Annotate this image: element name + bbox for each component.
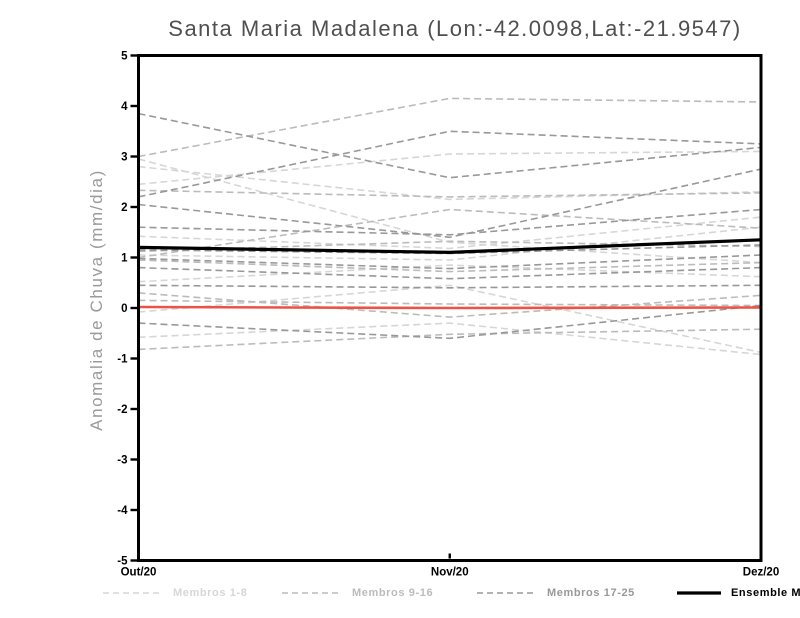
x-tick-label: Dez/20 (743, 567, 779, 579)
member-line (138, 254, 762, 270)
y-tick-label: 5 (121, 51, 128, 63)
member-line (138, 264, 762, 283)
legend-label: Membros 1-8 (173, 587, 248, 599)
member-line (138, 97, 762, 158)
member-line (138, 158, 762, 264)
axis-box (137, 54, 763, 562)
y-tick-label: -2 (117, 404, 127, 416)
member-line (138, 284, 762, 289)
y-tick-label: 2 (121, 202, 127, 214)
y-tick-label: 4 (121, 101, 128, 113)
member-line (138, 168, 762, 239)
member-line (138, 112, 762, 179)
member-line (138, 266, 762, 280)
member-line (138, 299, 762, 307)
member-line (138, 226, 762, 261)
legend-item-ensemble-mean: Ensemble Mean (676, 585, 800, 601)
member-line (138, 284, 762, 354)
x-tick-label: Out/20 (121, 567, 157, 579)
zero-anomaly-line (138, 305, 762, 310)
dashed-line-sample-icon (477, 592, 537, 594)
legend: Membros 1-8 Membros 9-16 Membros 17-25 E… (0, 585, 800, 605)
y-tick-label: -1 (117, 354, 128, 366)
chart-title: Santa Maria Madalena (Lon:-42.0098,Lat:-… (168, 16, 742, 41)
legend-item-members-9-16: Membros 9-16 (281, 585, 433, 601)
dashed-line-sample-icon (103, 592, 163, 594)
y-tick-label: -5 (117, 556, 128, 568)
member-line (138, 189, 762, 198)
x-tick-label: Nov/20 (431, 567, 469, 579)
member-line (138, 208, 762, 259)
legend-label: Membros 9-16 (352, 587, 434, 599)
legend-label: Membros 17-25 (547, 587, 635, 599)
y-tick-label: 0 (121, 303, 127, 315)
legend-item-members-17-25: Membros 17-25 (476, 585, 635, 601)
member-line (138, 216, 762, 250)
member-line (138, 130, 762, 198)
solid-line-sample-icon (677, 591, 721, 595)
y-tick-label: 1 (121, 253, 128, 265)
y-tick-label: -4 (117, 505, 128, 517)
member-line (138, 150, 762, 186)
member-line (138, 259, 762, 273)
legend-item-members-1-8: Membros 1-8 (102, 585, 247, 601)
member-line (138, 328, 762, 351)
dashed-line-sample-icon (282, 592, 342, 594)
legend-label: Ensemble Mean (731, 587, 800, 599)
member-line (138, 322, 762, 356)
member-line (138, 208, 762, 236)
ensemble-mean-line (138, 238, 762, 255)
y-tick-label: 3 (121, 152, 127, 164)
member-line (138, 304, 762, 340)
y-tick-label: -3 (117, 455, 127, 467)
